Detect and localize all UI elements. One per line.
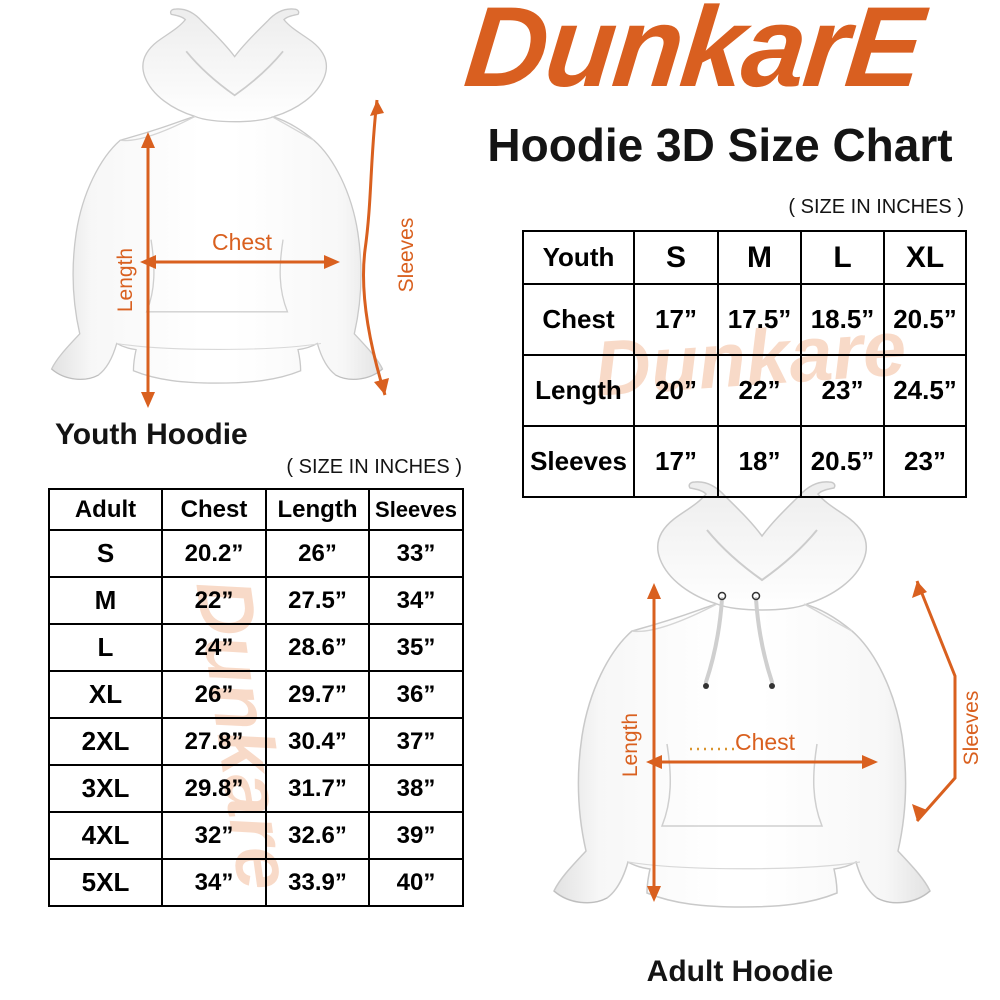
svg-text:Length: Length <box>619 713 642 777</box>
svg-text:Chest: Chest <box>212 229 273 255</box>
svg-text:Chest: Chest <box>735 729 796 755</box>
svg-text:DunkarE: DunkarE <box>459 0 933 111</box>
svg-text:Length: Length <box>114 248 137 312</box>
svg-text:Sleeves: Sleeves <box>960 691 980 766</box>
svg-text:Sleeves: Sleeves <box>395 218 418 293</box>
